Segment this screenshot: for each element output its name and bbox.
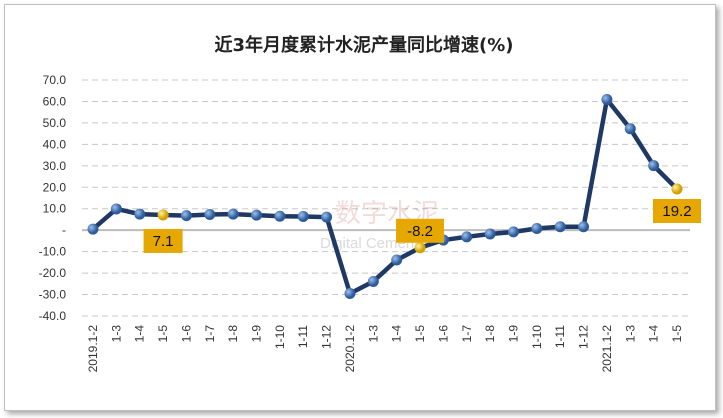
x-tick-label: 1-9 [250,325,264,343]
chart-title: 近3年月度累计水泥产量同比增速(%) [214,35,514,56]
data-label: -8.2 [407,223,433,240]
data-point [321,211,333,223]
chart-frame: 近3年月度累计水泥产量同比增速(%) [4,4,716,411]
data-label: 7.1 [153,233,174,250]
y-tick-label: 70.0 [43,73,67,87]
x-tick-label: 1-12 [577,325,591,349]
x-tick-label: 1-4 [133,325,147,343]
data-point [110,203,122,215]
y-tick-label: 60.0 [43,94,67,108]
x-tick-label: 1-3 [366,325,380,343]
y-tick-label: 10.0 [43,202,67,216]
data-point [134,208,146,220]
y-tick-label: -40.0 [39,309,67,323]
y-tick-label: 40.0 [43,137,67,151]
data-point [601,94,613,106]
x-tick-label: 1-6 [179,325,193,343]
data-point [578,221,590,233]
y-tick-label: 20.0 [43,180,67,194]
x-tick-label: 1-6 [436,325,450,343]
x-tick-label: 1-12 [320,325,334,349]
data-point [227,208,239,220]
data-point [391,254,403,266]
data-point [204,209,216,221]
x-tick-label: 1-11 [296,325,310,348]
data-point [461,231,473,243]
y-tick-label: 30.0 [43,159,67,173]
x-tick-label: 1-8 [226,325,240,343]
data-point [157,209,169,221]
data-point [484,228,496,240]
x-tick-label: 1-3 [623,325,637,343]
data-point [531,222,543,234]
x-tick-label: 1-5 [670,325,684,343]
data-point [554,221,566,233]
watermark-text: Digital Cement [320,235,419,252]
data-point [297,210,309,222]
y-tick-label: - [62,223,66,237]
series-line [91,97,679,296]
x-tick-label: 1-11 [553,325,567,348]
data-point [367,275,379,287]
x-tick-label: 1-5 [413,325,427,343]
data-point [180,210,192,222]
data-label: 19.2 [662,203,691,220]
data-label-box [653,198,701,223]
data-point [624,123,636,135]
x-tick-label: 1-10 [273,325,287,349]
x-tick-label: 1-5 [156,325,170,343]
x-tick-label: 1-4 [647,325,661,343]
data-point [671,183,683,195]
data-label-box [396,218,445,243]
x-tick-label: 1-7 [203,325,217,343]
data-point [87,223,99,235]
x-tick-label: 2021.1-2 [600,325,614,373]
x-tick-label: 2019.1-2 [86,325,100,373]
data-label-box [143,228,183,253]
data-point [507,226,519,238]
data-point [274,210,286,222]
data-point [251,209,263,221]
x-tick-label: 1-10 [530,325,544,349]
x-tick-label: 2020.1-2 [343,325,357,373]
data-point [414,242,426,254]
y-tick-label: 50.0 [43,116,67,130]
x-tick-label: 1-8 [483,325,497,343]
data-point [648,160,660,172]
x-tick-label: 1-3 [109,325,123,343]
y-tick-label: -20.0 [39,266,67,280]
x-tick-label: 1-4 [390,325,404,343]
y-tick-label: -10.0 [39,245,67,259]
x-tick-label: 1-7 [460,325,474,343]
y-tick-label: -30.0 [39,288,67,302]
x-tick-label: 1-9 [506,325,520,343]
data-point [344,287,356,299]
